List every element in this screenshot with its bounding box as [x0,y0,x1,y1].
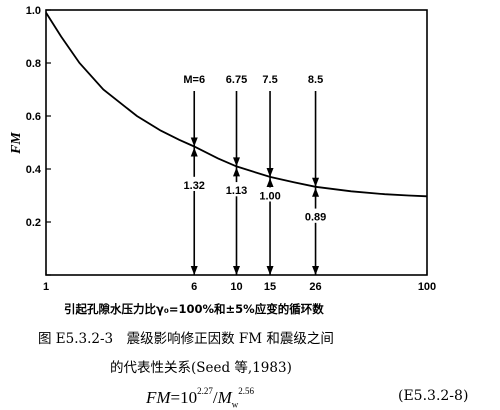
factor-label: 1.13 [226,185,247,197]
factor-label-bg [300,208,331,223]
formula-lhs: FM [146,388,171,407]
arrow-up-icon [312,187,320,197]
fm-chart: M=61.326.751.137.51.008.50.89 0.20.40.60… [9,5,436,293]
arrow-up-icon [190,147,198,157]
x-tick-label: 10 [230,281,242,293]
fm-formula: FM=102.27/Mw 2.56 [146,386,254,409]
x-tick-label: 15 [264,281,276,293]
formula-magnitude: M [217,388,232,407]
annotation-group: M=6 1.32 [179,74,210,275]
formula-eq: =10 [170,388,198,407]
formula-magnitude-subscript: w [231,399,239,410]
factor-label-bg [221,182,252,197]
magnitude-label: 6.75 [226,74,247,86]
tick-layer: 0.2 0.4 0.6 0.8 1.0 1 6 10 15 26 100 FM [9,5,436,293]
formula-exponent: 2.27 [197,386,213,396]
x-tick-label: 1 [43,281,49,293]
x-tick-label: 26 [309,281,321,293]
fm-curve-layer [45,12,428,198]
fm-curve [45,12,428,198]
arrow-down-icon [190,137,198,147]
figure-caption-line2: 的代表性关系(Seed 等,1983) [110,360,292,376]
arrow-down-icon [266,167,274,177]
y-axis-label: FM [9,132,24,155]
y-tick-label: 0.6 [26,111,41,123]
formula-magnitude-exponent: 2.56 [238,386,255,396]
factor-label: 1.32 [184,180,205,192]
x-tick-label: 6 [191,281,197,293]
factor-label: 0.89 [305,212,326,224]
annotation-group: 7.5 1.00 [255,74,286,275]
figure-caption-line1: 图 E5.3.2-3 震级影响修正因数 FM 和震级之间 [38,331,334,347]
x-tick-label: 100 [418,281,436,293]
arrow-down-icon [312,177,320,187]
magnitude-label: 7.5 [262,74,277,86]
y-tick-label: 0.2 [26,217,41,229]
factor-label-bg [255,187,286,202]
magnitude-label: M=6 [183,74,205,86]
magnitude-label: 8.5 [308,74,323,86]
formula-slash: / [212,388,218,407]
x-axis-label: 引起孔隙水压力比γ₀=100%和±5%应变的循环数 [64,302,324,316]
factor-label-bg [179,176,210,191]
arrow-up-icon [233,167,240,177]
arrow-down-icon [233,157,240,167]
arrow-up-icon [266,177,274,187]
y-tick-label: 0.8 [26,58,41,70]
annotation-group: 8.5 0.89 [300,74,331,275]
annotation-group: 6.75 1.13 [221,74,252,275]
annotation-layer: M=6 1.32 6.75 1.13 7.5 1.00 8.5 0.89 [179,74,331,275]
y-tick-label: 0.4 [26,164,42,176]
y-tick-label: 1.0 [26,5,41,17]
factor-label: 1.00 [259,191,280,203]
equation-number: (E5.3.2-8) [398,388,469,404]
